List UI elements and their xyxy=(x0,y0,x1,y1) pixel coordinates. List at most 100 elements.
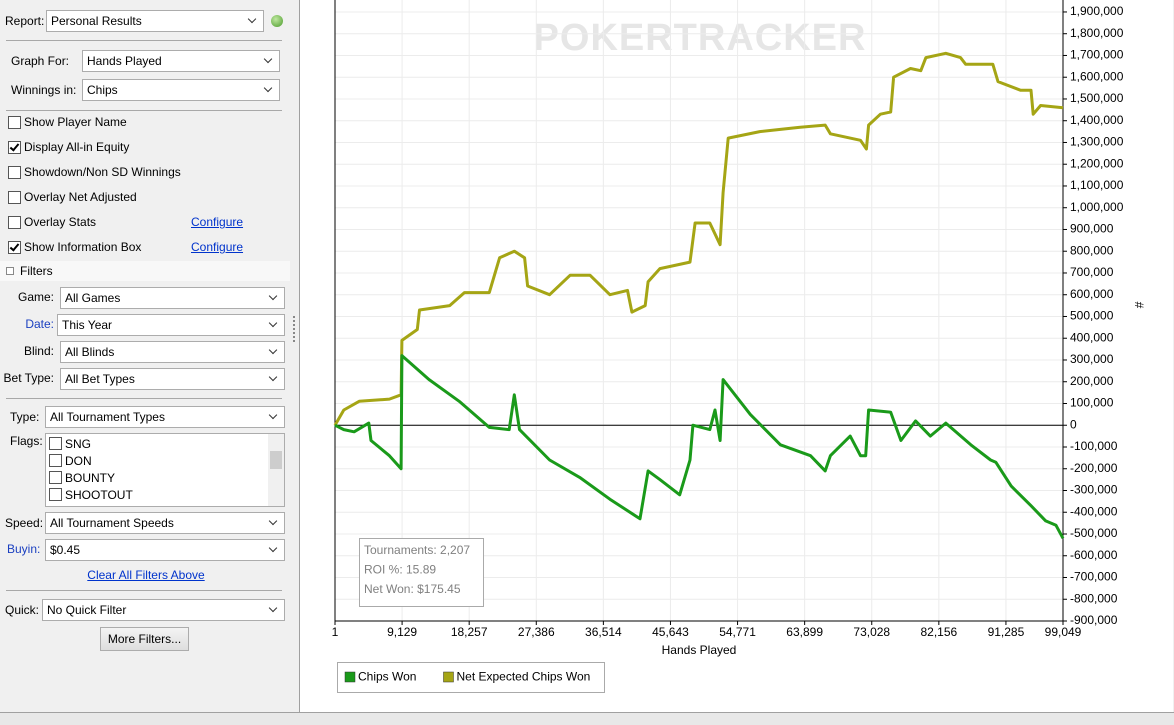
dropdown[interactable]: All Tournament Types xyxy=(45,406,285,428)
info-box: Tournaments: 2,207 ROI %: 15.89 Net Won: $… xyxy=(359,538,484,607)
y-tick-label: 1,600,000 xyxy=(1070,69,1124,83)
dropdown[interactable]: All Bet Types xyxy=(60,368,285,390)
collapse-icon xyxy=(6,267,14,275)
y-tick-label: -600,000 xyxy=(1070,548,1118,562)
y-tick-label: 700,000 xyxy=(1070,265,1114,279)
y-tick-label: 1,000,000 xyxy=(1070,200,1124,214)
button[interactable]: More Filters... xyxy=(100,627,189,651)
x-tick-label: 36,514 xyxy=(585,625,622,639)
checkbox[interactable] xyxy=(49,471,62,484)
label: Bet Type: xyxy=(3,371,54,385)
legend-label: Chips Won xyxy=(358,670,416,684)
y-tick-label: 300,000 xyxy=(1070,352,1114,366)
x-tick-label: 27,386 xyxy=(518,625,555,639)
y-tick-label: 1,100,000 xyxy=(1070,178,1124,192)
dropdown[interactable]: $0.45 xyxy=(45,539,285,561)
separator xyxy=(6,110,282,111)
splitter-grip[interactable] xyxy=(293,316,295,342)
series-line xyxy=(334,354,1065,540)
info-text: ROI %: 15.89 xyxy=(364,563,436,577)
separator xyxy=(6,398,282,399)
separator xyxy=(6,590,282,591)
checkbox[interactable] xyxy=(8,191,21,204)
y-axis-label: # xyxy=(1132,302,1146,309)
checkbox-label: Show Player Name xyxy=(24,115,127,129)
configure-link[interactable]: Configure xyxy=(191,215,244,229)
dropdown-value: All Bet Types xyxy=(65,372,135,386)
dropdown[interactable]: This Year xyxy=(57,314,285,336)
label: Graph For: xyxy=(11,54,70,68)
checkbox[interactable] xyxy=(49,488,62,501)
y-tick-label: 1,300,000 xyxy=(1070,135,1124,149)
y-tick-label: 1,500,000 xyxy=(1070,91,1124,105)
y-tick-label: 600,000 xyxy=(1070,287,1114,301)
checkbox[interactable] xyxy=(8,166,21,179)
dropdown[interactable]: All Blinds xyxy=(60,341,285,363)
legend-frame xyxy=(337,662,605,693)
flag-label: BOUNTY xyxy=(65,471,116,485)
checkbox[interactable] xyxy=(8,141,21,154)
checkbox[interactable] xyxy=(8,241,21,254)
y-tick-label: 500,000 xyxy=(1070,309,1114,323)
help-icon[interactable] xyxy=(271,15,283,27)
dropdown-value: Personal Results xyxy=(51,14,142,28)
configure-link[interactable]: Configure xyxy=(191,240,244,254)
y-tick-label: -200,000 xyxy=(1070,461,1118,475)
y-tick-label: 100,000 xyxy=(1070,396,1114,410)
info-text: Net Won: $175.45 xyxy=(364,582,461,596)
x-tick-label: 54,771 xyxy=(719,625,756,639)
label: Game: xyxy=(17,290,54,304)
legend: Chips Won Net Expected Chips Won xyxy=(337,662,605,693)
separator xyxy=(6,40,282,41)
y-tick-label: 0 xyxy=(1070,417,1077,431)
y-tick-label: 1,800,000 xyxy=(1070,26,1124,40)
info-box-frame xyxy=(359,538,484,607)
section-title: Filters xyxy=(20,264,53,278)
checkbox-label: Showdown/Non SD Winnings xyxy=(24,165,181,179)
dropdown[interactable]: Hands Played xyxy=(82,50,280,72)
x-tick-label: 1 xyxy=(332,625,339,639)
checkbox[interactable] xyxy=(8,216,21,229)
label[interactable]: Buyin: xyxy=(7,542,41,556)
info-text: Tournaments: 2,207 xyxy=(364,543,470,557)
label[interactable]: Date: xyxy=(25,317,54,331)
watermark: POKERTRACKER xyxy=(534,17,867,59)
x-tick-label: 45,643 xyxy=(652,625,689,639)
label: Blind: xyxy=(23,344,54,358)
x-tick-label: 82,156 xyxy=(920,625,957,639)
scroll-thumb[interactable] xyxy=(270,451,282,469)
filters-header[interactable]: Filters xyxy=(0,261,290,281)
checkbox[interactable] xyxy=(49,437,62,450)
sidebar: Report: Personal Results Graph For: Hand… xyxy=(0,0,290,712)
scrollbar[interactable] xyxy=(268,434,284,506)
dropdown-value: All Tournament Types xyxy=(50,410,165,424)
dropdown[interactable]: Chips xyxy=(82,79,280,101)
dropdown[interactable]: All Tournament Speeds xyxy=(45,512,285,534)
x-tick-label: 9,129 xyxy=(387,625,417,639)
checkbox-label: Show Information Box xyxy=(24,240,142,254)
x-tick-label: 63,899 xyxy=(786,625,823,639)
dropdown[interactable]: All Games xyxy=(60,287,285,309)
chart: POKERTRACKER -900,000 -800,000 -700,000 -600… xyxy=(299,0,1173,712)
checkbox[interactable] xyxy=(49,454,62,467)
x-tick-label: 18,257 xyxy=(451,625,488,639)
x-tick-label: 99,049 xyxy=(1045,625,1082,639)
clear-filters-link[interactable]: Clear All Filters Above xyxy=(87,568,205,582)
dropdown-value: $0.45 xyxy=(50,543,81,557)
label: Report: xyxy=(5,14,45,28)
x-tick-label: 73,028 xyxy=(853,625,890,639)
y-tick-label: 900,000 xyxy=(1070,222,1114,236)
label: Flags: xyxy=(10,434,43,448)
label: Speed: xyxy=(5,516,44,530)
legend-label: Net Expected Chips Won xyxy=(456,670,590,684)
dropdown[interactable]: No Quick Filter xyxy=(42,599,285,621)
flag-label: SHOOTOUT xyxy=(65,488,133,502)
y-tick-label: -100,000 xyxy=(1070,439,1118,453)
flag-label: DON xyxy=(65,454,92,468)
dropdown[interactable]: Personal Results xyxy=(46,10,264,32)
checkbox[interactable] xyxy=(8,116,21,129)
flags-list: SNG DON BOUNTY SHOOTOUT xyxy=(45,433,285,507)
label: Winnings in: xyxy=(11,83,77,97)
y-tick-label: 400,000 xyxy=(1070,330,1114,344)
